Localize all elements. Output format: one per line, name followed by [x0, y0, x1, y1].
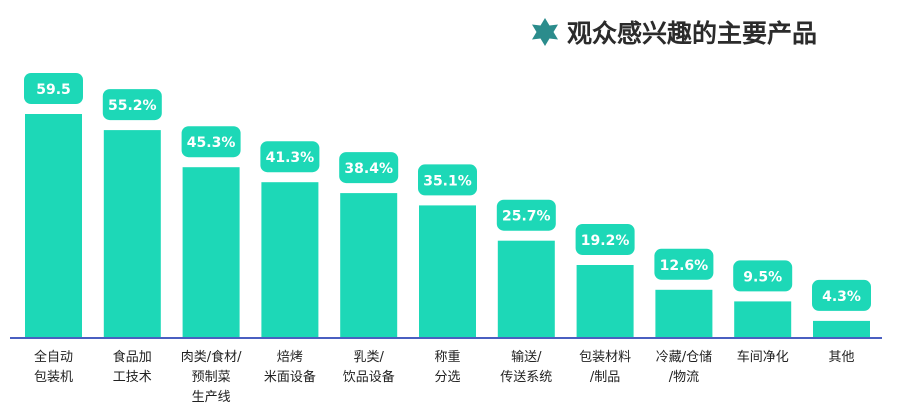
value-label-10: 9.5%	[743, 269, 782, 285]
category-label-7-line-1: 输送/	[511, 349, 542, 365]
category-label-3-line-1: 肉类/食材/	[181, 349, 242, 365]
bar-series: 59.5 55.2% 45.3% 41.3% 38.4% 35.1% 25.7% 19.2% 1…	[24, 73, 871, 337]
category-label-2-line-1: 食品加	[113, 349, 152, 365]
bar-1	[25, 114, 82, 337]
value-badge-3	[181, 126, 241, 158]
category-label-6-line-2: 分选	[434, 370, 460, 385]
chart-title: 观众感兴趣的主要产品	[567, 19, 817, 48]
bar-6	[419, 205, 476, 337]
value-label-3: 45.3%	[187, 135, 236, 151]
category-label-4-line-2: 米面设备	[264, 369, 316, 385]
category-label-1-line-1: 全自动	[34, 349, 73, 365]
value-label-5: 38.4%	[344, 161, 393, 177]
bar-7	[497, 240, 555, 337]
value-badge-1	[24, 73, 83, 104]
category-label-8-line-2: /制品	[590, 370, 620, 385]
category-label-5-line-2: 饮品设备	[343, 369, 395, 385]
value-badge-11	[812, 279, 871, 311]
value-badge-4	[260, 141, 320, 173]
value-label-7: 25.7%	[502, 209, 551, 225]
category-label-9-line-2: /物流	[669, 370, 699, 385]
category-label-11-line-1: 其他	[828, 350, 854, 365]
category-label-3-line-2: 预制菜	[192, 370, 231, 385]
bar-8	[576, 265, 634, 337]
bar-4	[261, 182, 319, 337]
value-label-2: 55.2%	[108, 98, 157, 114]
bar-2	[103, 130, 161, 337]
bar-11	[813, 320, 870, 337]
value-badge-8	[575, 224, 635, 255]
category-label-6-line-1: 称重	[434, 349, 460, 365]
value-label-8: 19.2%	[581, 233, 630, 249]
value-label-11: 4.3%	[822, 289, 861, 305]
value-badge-10	[733, 260, 793, 292]
value-badge-5	[339, 152, 399, 184]
category-label-9-line-1: 冷藏/仓储	[656, 350, 712, 365]
bar-3	[182, 167, 240, 337]
category-label-4-line-1: 焙烤	[277, 350, 303, 365]
category-label-7-line-2: 传送系统	[500, 370, 552, 385]
value-label-4: 41.3%	[266, 150, 315, 166]
star-icon	[532, 18, 558, 46]
category-label-2-line-2: 工技术	[113, 370, 152, 385]
category-label-8-line-1: 包装材料	[579, 350, 631, 365]
bar-10	[734, 301, 792, 337]
value-badge-9	[654, 248, 714, 280]
bar-9	[655, 289, 713, 337]
chart-title-group: 观众感兴趣的主要产品	[532, 18, 817, 48]
category-label-10-line-1: 车间净化	[737, 349, 789, 365]
value-label-1: 59.5	[36, 82, 71, 98]
value-badge-2	[102, 89, 162, 121]
category-label-3-line-3: 生产线	[192, 390, 231, 405]
value-label-9: 12.6%	[660, 258, 709, 274]
category-label-5-line-1: 乳类/	[354, 350, 385, 365]
value-badge-6	[418, 164, 477, 196]
value-label-6: 35.1%	[423, 173, 472, 189]
bar-5	[340, 193, 398, 337]
value-badge-7	[496, 199, 556, 231]
category-label-1-line-2: 包装机	[34, 370, 73, 385]
